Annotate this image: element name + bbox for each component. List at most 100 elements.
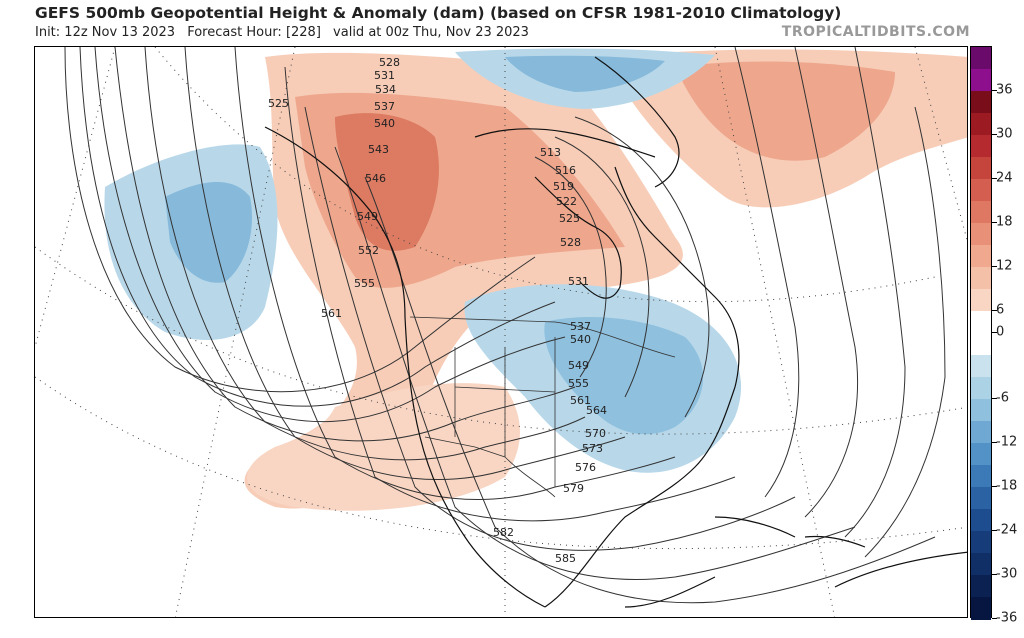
colorbar xyxy=(970,46,992,620)
colorbar-tick-label: -6 xyxy=(996,390,1009,406)
contour-label: 531 xyxy=(374,69,395,82)
contour-label: 513 xyxy=(540,146,561,159)
anomaly-positive-atlantic-core xyxy=(675,61,895,161)
contour-line xyxy=(114,47,576,442)
border-us-mexico xyxy=(424,436,556,498)
valid-time: valid at 00z Thu, Nov 23 2023 xyxy=(333,25,529,40)
colorbar-tick xyxy=(992,530,997,531)
coastlines xyxy=(264,56,967,608)
coastline-greenland xyxy=(594,56,680,188)
anomaly-positive-southwest xyxy=(247,383,520,511)
colorbar-tick xyxy=(992,398,997,399)
colorbar-tick-label: 18 xyxy=(996,214,1013,230)
anomaly-positive-alaska-core2 xyxy=(335,113,439,251)
chart-subtitle: Init: 12z Nov 13 2023 Forecast Hour: [22… xyxy=(35,25,537,40)
colorbar-band xyxy=(971,157,991,180)
colorbar-band xyxy=(971,553,991,576)
coastline-south-america xyxy=(834,551,967,588)
colorbar-band xyxy=(971,311,991,334)
colorbar-tick-label: 24 xyxy=(996,170,1013,186)
contour-line xyxy=(234,47,676,500)
brand-watermark: TROPICALTIDBITS.COM xyxy=(781,24,970,40)
coastline-gulf xyxy=(544,386,736,608)
contour-label: 585 xyxy=(555,552,576,565)
colorbar-band xyxy=(971,91,991,114)
colorbar-tick-label: -24 xyxy=(996,522,1018,538)
contour-label: 531 xyxy=(568,275,589,288)
contour-line xyxy=(844,47,906,538)
contour-label: 573 xyxy=(582,442,603,455)
colorbar-tick xyxy=(992,266,997,267)
colorbar-tick xyxy=(992,618,997,619)
anomaly-shading xyxy=(104,48,967,511)
contour-label: 528 xyxy=(379,56,400,69)
contour-label: 540 xyxy=(570,333,591,346)
contour-label: 570 xyxy=(585,427,606,440)
colorbar-band xyxy=(971,69,991,92)
colorbar-tick-label: -30 xyxy=(996,566,1018,582)
colorbar-tick xyxy=(992,442,997,443)
colorbar-band xyxy=(971,113,991,136)
contour-line xyxy=(79,47,556,407)
coastline-hispaniola xyxy=(804,535,866,548)
contour-label: 555 xyxy=(354,277,375,290)
colorbar-band xyxy=(971,267,991,290)
contour-line xyxy=(534,156,607,378)
init-time: Init: 12z Nov 13 2023 xyxy=(35,25,176,40)
contour-label: 537 xyxy=(570,320,591,333)
colorbar-tick-label: -12 xyxy=(996,434,1018,450)
colorbar-tick xyxy=(992,222,997,223)
contour-label: 561 xyxy=(570,394,591,407)
anomaly-negative-arctic-core xyxy=(505,55,665,92)
contour-line xyxy=(554,136,650,398)
contour-label: 549 xyxy=(568,359,589,372)
anomaly-negative-pacific-core xyxy=(165,182,253,283)
contour-line xyxy=(574,116,710,418)
colorbar-tick-label: 0 xyxy=(996,324,1005,340)
colorbar-band xyxy=(971,509,991,532)
colorbar-band xyxy=(971,597,991,620)
contour-label: 576 xyxy=(575,461,596,474)
contour-label: 522 xyxy=(556,195,577,208)
colorbar-band xyxy=(971,135,991,158)
contour-line xyxy=(284,66,736,522)
contour-label: 546 xyxy=(365,172,386,185)
colorbar-band xyxy=(971,333,991,356)
contour-label: 525 xyxy=(268,97,289,110)
contour-line xyxy=(364,176,936,604)
colorbar-band xyxy=(971,245,991,268)
colorbar-band xyxy=(971,201,991,224)
colorbar-tick xyxy=(992,134,997,135)
height-contours xyxy=(64,47,946,604)
colorbar-tick-label: -36 xyxy=(996,610,1018,626)
contour-line xyxy=(734,47,800,498)
contour-label: 555 xyxy=(568,377,589,390)
latitude-line xyxy=(154,47,936,303)
contour-line xyxy=(94,47,566,423)
colorbar-tick xyxy=(992,332,997,333)
anomaly-negative-east-core xyxy=(544,317,704,435)
contour-line xyxy=(334,146,856,580)
contour-label: 537 xyxy=(374,100,395,113)
contour-line xyxy=(144,47,586,461)
colorbar-tick xyxy=(992,486,997,487)
map-panel: 528 531 534 537 540 543 546 549 552 555 … xyxy=(34,46,968,618)
colorbar-band xyxy=(971,223,991,246)
colorbar-band xyxy=(971,531,991,554)
colorbar-band xyxy=(971,399,991,422)
contour-label: 525 xyxy=(559,212,580,225)
contour-label: 519 xyxy=(553,180,574,193)
contour-line xyxy=(64,47,536,393)
colorbar-tick xyxy=(992,574,997,575)
colorbar-tick xyxy=(992,310,997,311)
colorbar-band xyxy=(971,47,991,70)
colorbar-band xyxy=(971,355,991,378)
colorbar-band xyxy=(971,289,991,312)
coastline-arctic xyxy=(474,128,656,158)
contour-label: 543 xyxy=(368,143,389,156)
contour-label: 582 xyxy=(493,526,514,539)
border-us-canada xyxy=(409,316,676,358)
map-svg: 528 531 534 537 540 543 546 549 552 555 … xyxy=(35,47,967,617)
colorbar-band xyxy=(971,575,991,598)
contour-label: 561 xyxy=(321,307,342,320)
